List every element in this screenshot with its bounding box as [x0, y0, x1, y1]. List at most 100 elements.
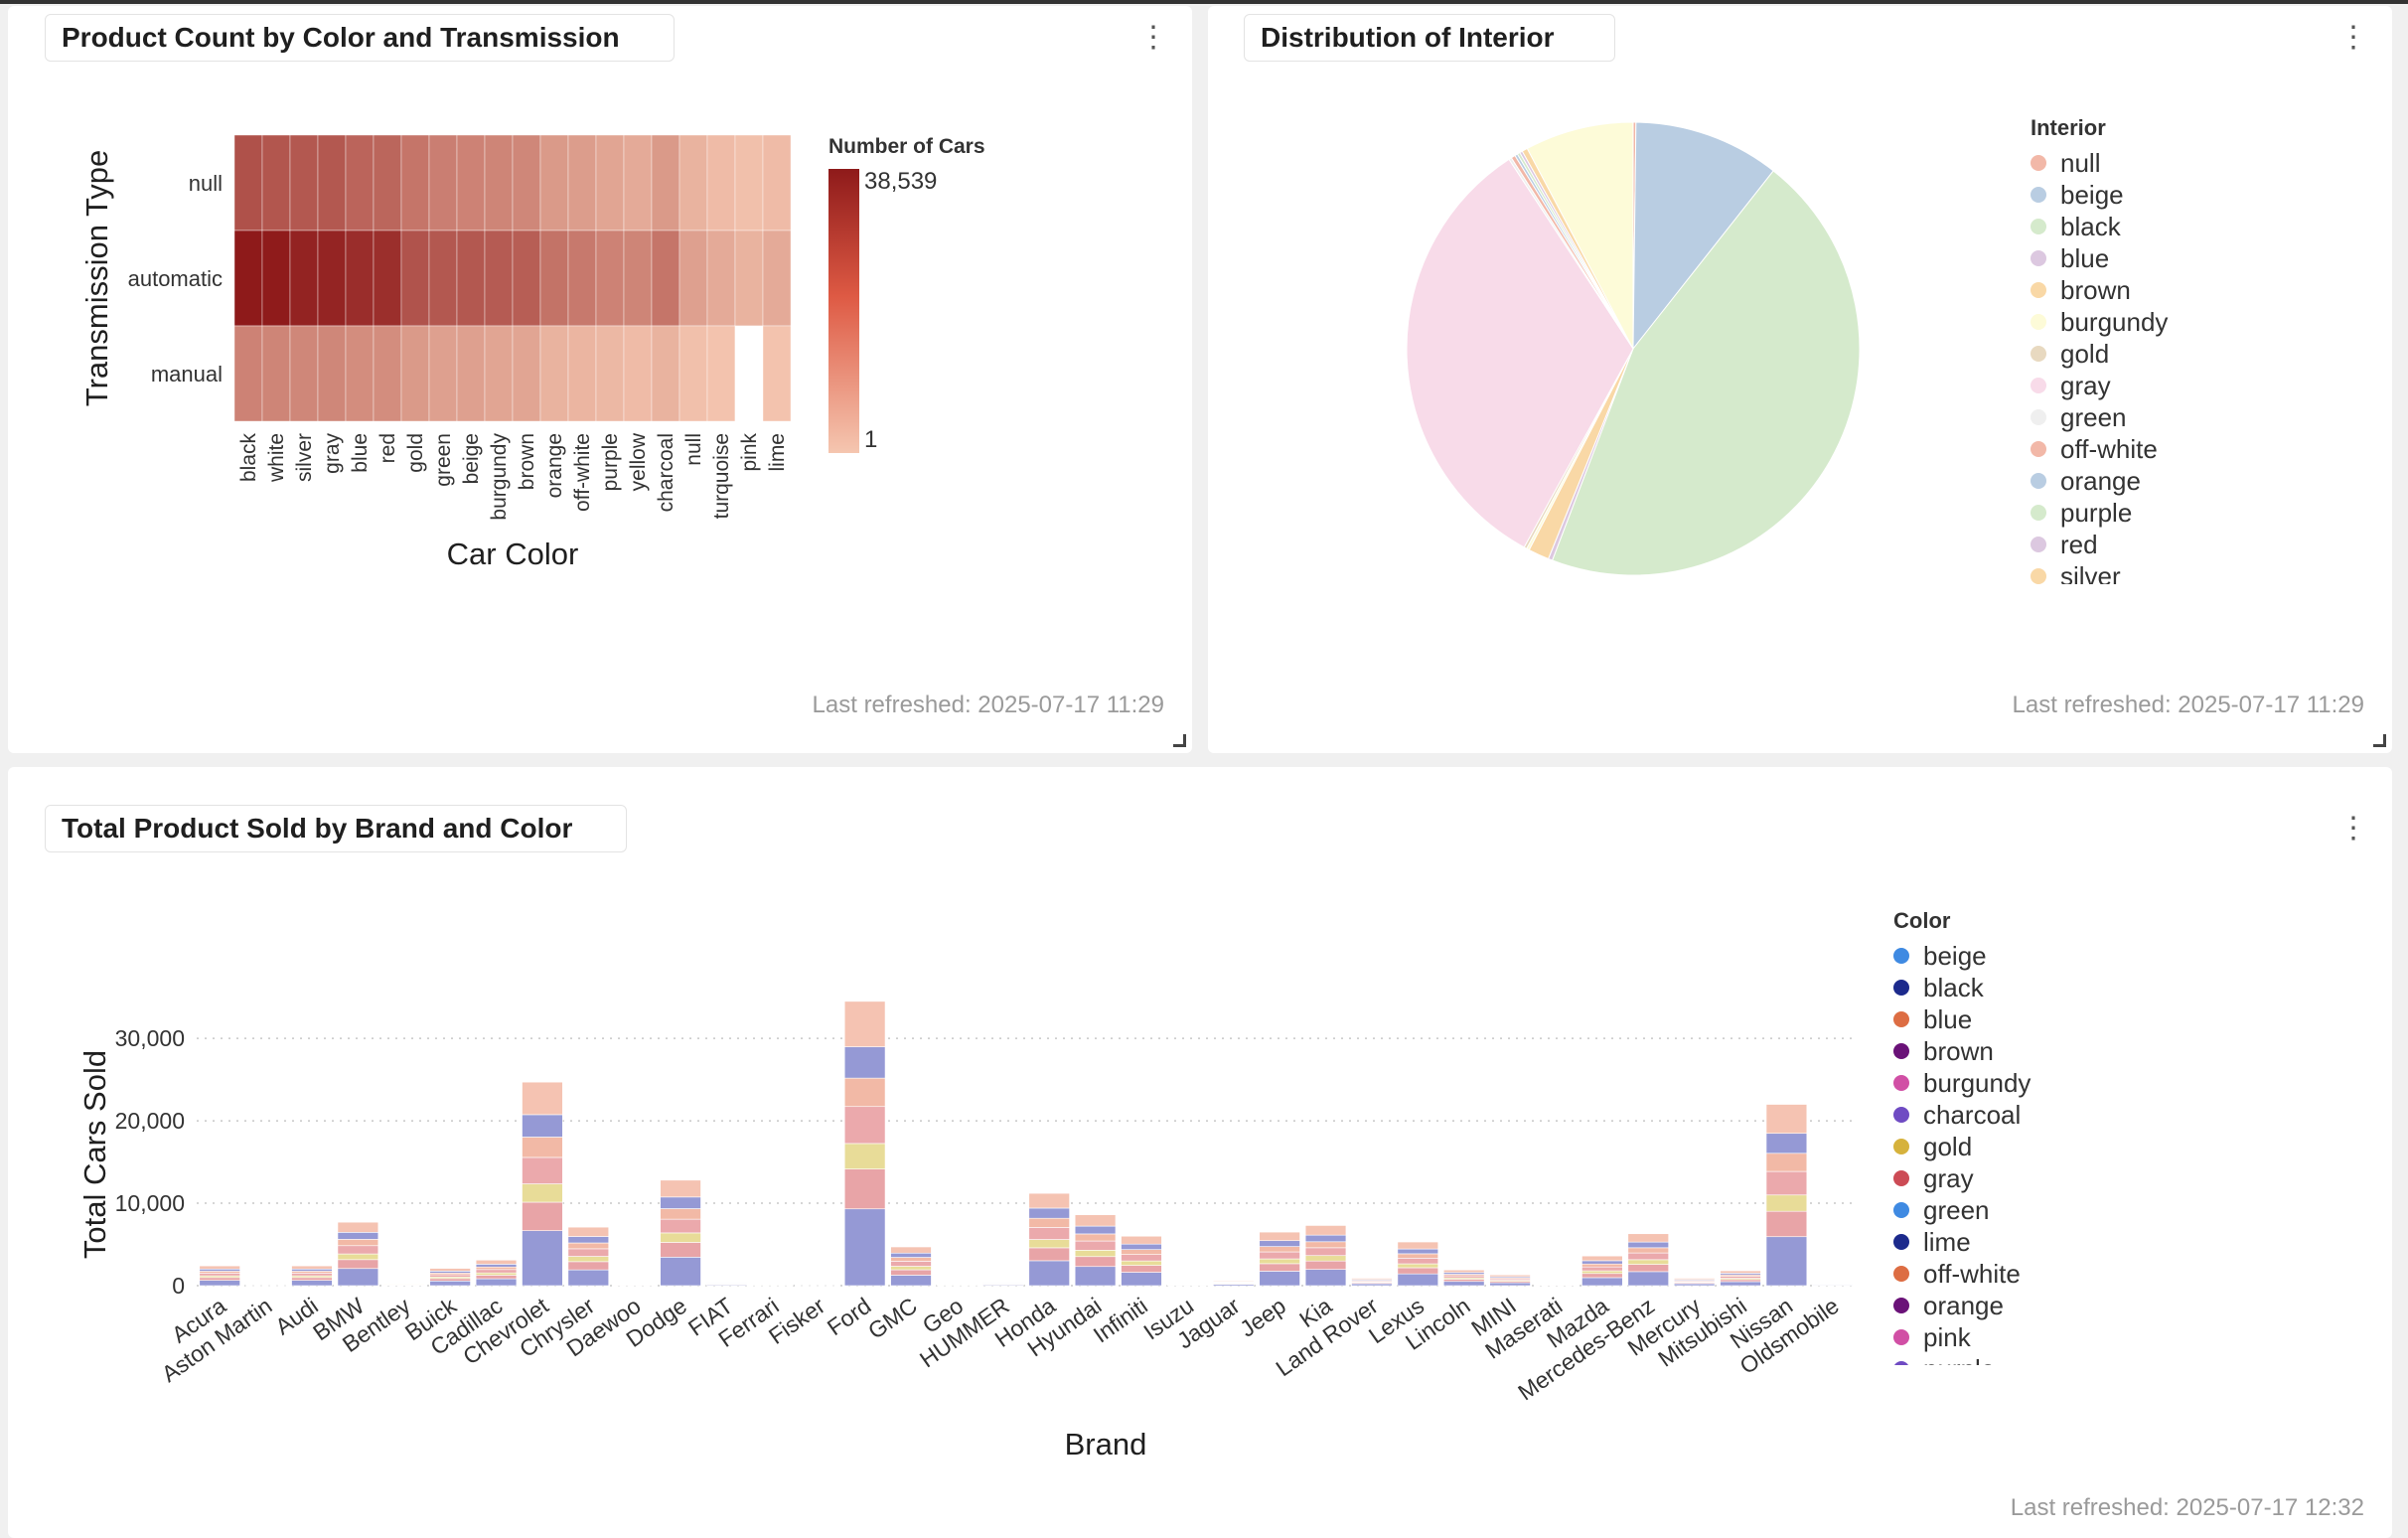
heatmap-cell-null-charcoal[interactable] — [651, 134, 680, 231]
bar-segment-Audi-other[interactable] — [291, 1265, 333, 1270]
bar-segment-Honda-blue[interactable] — [1028, 1217, 1070, 1228]
heatmap-cell-manual-blue[interactable] — [345, 325, 375, 422]
bar-segment-Honda-black[interactable] — [1028, 1260, 1070, 1287]
heatmap-cell-automatic-brown[interactable] — [512, 230, 541, 327]
bar-segment-Mercedes-Benz-black[interactable] — [1627, 1271, 1669, 1287]
heatmap-cell-null-lime[interactable] — [762, 134, 792, 231]
bar-segment-Jeep-gray[interactable] — [1259, 1251, 1300, 1260]
bar-segment-Lincoln-gray[interactable] — [1442, 1275, 1485, 1279]
heatmap-cell-null-green[interactable] — [428, 134, 458, 231]
heatmap-cell-null-red[interactable] — [373, 134, 402, 231]
bar-segment-Chrysler-other[interactable] — [567, 1226, 610, 1237]
bar-segment-Audi-gray[interactable] — [291, 1273, 333, 1277]
bar-segment-Buick-other[interactable] — [429, 1268, 471, 1272]
heatmap-cell-manual-lime[interactable] — [762, 325, 792, 422]
heatmap-kebab-menu-icon[interactable]: ⋮ — [1138, 21, 1168, 54]
bar-segment-Mazda-blue[interactable] — [1581, 1263, 1623, 1268]
pie-legend-item-black[interactable]: black — [2031, 211, 2329, 242]
heatmap-cell-null-black[interactable] — [233, 134, 263, 231]
bar-segment-Cadillac-black[interactable] — [475, 1278, 518, 1287]
heatmap-cell-manual-red[interactable] — [373, 325, 402, 422]
bar-segment-Nissan-silver[interactable] — [1765, 1194, 1808, 1212]
bar-legend-item-brown[interactable]: brown — [1893, 1035, 2191, 1067]
bar-segment-BMW-gray[interactable] — [337, 1245, 379, 1255]
pie-legend-item-orange[interactable]: orange — [2031, 465, 2329, 497]
pie-legend-item-blue[interactable]: blue — [2031, 242, 2329, 274]
bar-segment-Mercedes-Benz-blue[interactable] — [1627, 1247, 1669, 1254]
heatmap-cell-null-purple[interactable] — [595, 134, 625, 231]
bar-segment-Kia-gray[interactable] — [1304, 1247, 1347, 1257]
bar-segment-GMC-white[interactable] — [890, 1269, 932, 1276]
pie-kebab-menu-icon[interactable]: ⋮ — [2338, 21, 2368, 54]
heatmap-cell-automatic-green[interactable] — [428, 230, 458, 327]
bar-segment-Land Rover-black[interactable] — [1351, 1283, 1393, 1287]
pie-slice-tan[interactable] — [1526, 121, 1634, 350]
bar-segment-BMW-red[interactable] — [337, 1232, 379, 1240]
bar-segment-Dodge-black[interactable] — [660, 1257, 701, 1287]
bar-segment-BMW-silver[interactable] — [337, 1253, 379, 1261]
pie-resize-handle[interactable] — [2373, 734, 2386, 747]
pie-legend-item-red[interactable]: red — [2031, 529, 2329, 560]
bar-segment-Infiniti-red[interactable] — [1121, 1243, 1162, 1250]
pie-slice-gray[interactable] — [1406, 158, 1634, 548]
bar-kebab-menu-icon[interactable]: ⋮ — [2338, 812, 2368, 845]
bar-segment-Honda-red[interactable] — [1028, 1207, 1070, 1219]
heatmap-cell-manual-yellow[interactable] — [623, 325, 653, 422]
bar-segment-Ford-blue[interactable] — [843, 1077, 886, 1108]
bar-segment-Honda-other[interactable] — [1028, 1192, 1070, 1209]
bar-segment-Honda-silver[interactable] — [1028, 1239, 1070, 1249]
bar-segment-Nissan-black[interactable] — [1765, 1236, 1808, 1287]
bar-segment-Cadillac-white[interactable] — [475, 1275, 518, 1280]
bar-segment-Mitsubishi-black[interactable] — [1720, 1281, 1761, 1287]
bar-segment-Jeep-silver[interactable] — [1259, 1258, 1300, 1265]
heatmap-cell-manual-turquoise[interactable] — [706, 325, 736, 422]
bar-segment-Chrysler-red[interactable] — [567, 1236, 610, 1244]
bar-segment-Cadillac-silver[interactable] — [475, 1272, 518, 1276]
bar-segment-Jeep-blue[interactable] — [1259, 1246, 1300, 1253]
bar-segment-Mazda-other[interactable] — [1581, 1255, 1623, 1262]
bar-segment-Hyundai-other[interactable] — [1074, 1214, 1117, 1227]
bar-segment-Land Rover-other[interactable] — [1351, 1278, 1393, 1281]
bar-segment-Honda-gray[interactable] — [1028, 1227, 1070, 1240]
bar-segment-Chevrolet-blue[interactable] — [522, 1137, 563, 1158]
bar-segment-Mercedes-Benz-other[interactable] — [1627, 1233, 1669, 1243]
heatmap-cell-automatic-white[interactable] — [261, 230, 291, 327]
heatmap-cell-automatic-black[interactable] — [233, 230, 263, 327]
bar-segment-Mazda-silver[interactable] — [1581, 1270, 1623, 1275]
bar-segment-Acura-white[interactable] — [199, 1277, 240, 1281]
bar-segment-Acura-black[interactable] — [199, 1280, 240, 1287]
heatmap-cell-null-null[interactable] — [678, 134, 708, 231]
bar-segment-Mitsubishi-other[interactable] — [1720, 1270, 1761, 1274]
heatmap-cell-manual-off-white[interactable] — [567, 325, 597, 422]
pie-legend-item-null[interactable]: null — [2031, 147, 2329, 179]
heatmap-cell-automatic-lime[interactable] — [762, 230, 792, 327]
heatmap-cell-manual-purple[interactable] — [595, 325, 625, 422]
bar-legend-item-off-white[interactable]: off-white — [1893, 1258, 2191, 1290]
bar-segment-Mazda-gray[interactable] — [1581, 1266, 1623, 1272]
heatmap-resize-handle[interactable] — [1173, 734, 1186, 747]
bar-segment-Hyundai-black[interactable] — [1074, 1266, 1117, 1287]
bar-segment-Chrysler-white[interactable] — [567, 1261, 610, 1271]
pie-slice-beige[interactable] — [1632, 121, 1774, 351]
bar-segment-GMC-silver[interactable] — [890, 1266, 932, 1271]
bar-segment-Chevrolet-silver[interactable] — [522, 1183, 563, 1203]
heatmap-cell-manual-null[interactable] — [678, 325, 708, 422]
pie-legend-item-beige[interactable]: beige — [2031, 179, 2329, 211]
bar-legend-item-lime[interactable]: lime — [1893, 1226, 2191, 1258]
bar-segment-BMW-blue[interactable] — [337, 1239, 379, 1247]
bar-segment-Infiniti-gray[interactable] — [1121, 1254, 1162, 1262]
heatmap-cell-null-brown[interactable] — [512, 134, 541, 231]
bar-segment-Kia-other[interactable] — [1304, 1225, 1347, 1236]
bar-segment-Infiniti-silver[interactable] — [1121, 1260, 1162, 1266]
heatmap-cell-automatic-blue[interactable] — [345, 230, 375, 327]
bar-segment-Chevrolet-black[interactable] — [522, 1230, 563, 1287]
bar-segment-Chevrolet-red[interactable] — [522, 1114, 563, 1138]
bar-segment-Audi-red[interactable] — [291, 1268, 333, 1272]
bar-segment-HUMMER-other[interactable] — [982, 1282, 1024, 1284]
bar-segment-Kia-blue[interactable] — [1304, 1241, 1347, 1249]
pie-legend-item-burgundy[interactable]: burgundy — [2031, 306, 2329, 338]
bar-segment-Dodge-white[interactable] — [660, 1242, 701, 1258]
bar-segment-Ford-red[interactable] — [843, 1046, 886, 1079]
bar-segment-Infiniti-white[interactable] — [1121, 1265, 1162, 1273]
bar-segment-Acura-red[interactable] — [199, 1268, 240, 1272]
